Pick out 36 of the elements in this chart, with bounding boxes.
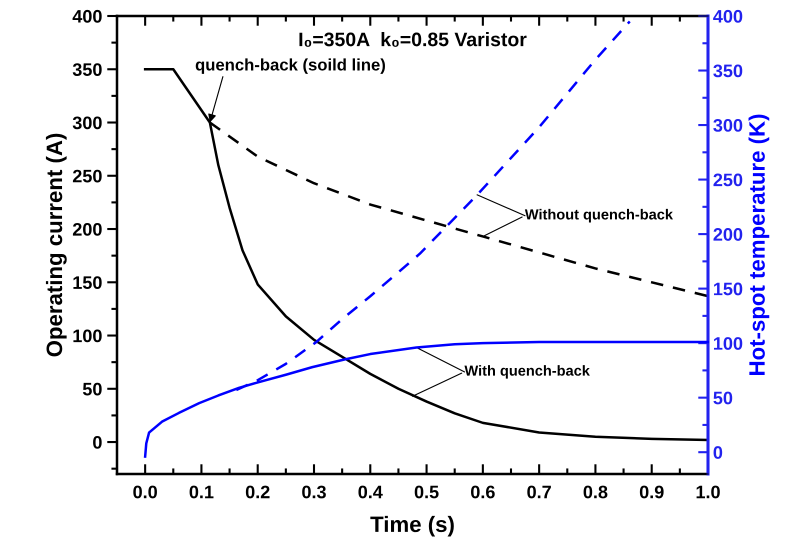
annotation: Without quench-back [524,208,673,222]
y-tick-label: 400 [72,10,102,23]
x-tick-label: 0.4 [358,486,383,498]
y2-tick-label: 350 [713,64,742,78]
x-tick-label: 0.6 [471,486,495,498]
annotation: With quench-back [464,365,590,379]
x-tick-label: 1.0 [696,486,720,498]
y-tick-label: 0 [93,436,102,449]
x-tick-label: 0.0 [133,486,157,498]
y-tick-label: 250 [72,170,102,182]
y-tick-label: 50 [82,382,102,396]
x-tick-label: 0.5 [414,486,439,498]
x-tick-label: 0.3 [302,486,326,498]
y-axis-title: Operating current (A) [46,134,67,356]
x-tick-label: 0.7 [527,486,551,498]
y2-tick-label: 250 [713,174,742,186]
y-tick-label: 350 [72,63,102,76]
annotation: quench-back (soild line) [196,58,385,74]
y-tick-label: 100 [73,329,102,342]
annotation: I₀=350A k₀=0.85 Varistor [299,32,527,47]
x-tick-label: 0.8 [584,486,608,498]
y-tick-label: 300 [72,116,102,130]
x-axis-title: Time (s) [370,516,454,537]
x-tick-label: 0.2 [246,486,270,498]
y2-tick-label: 400 [713,10,742,23]
y2-tick-label: 100 [714,337,742,350]
y2-tick-label: 300 [713,118,742,132]
y2-tick-label: 200 [713,228,742,241]
y2-tick-label: 150 [714,282,742,296]
y2-axis-title: Hot-spot temperature (K) [748,114,770,375]
y2-tick-label: 0 [714,446,722,459]
y-tick-label: 150 [73,276,102,289]
y-tick-label: 200 [72,222,102,236]
x-tick-label: 0.9 [640,486,664,498]
x-tick-label: 0.1 [190,486,214,498]
y2-tick-label: 50 [713,392,732,404]
